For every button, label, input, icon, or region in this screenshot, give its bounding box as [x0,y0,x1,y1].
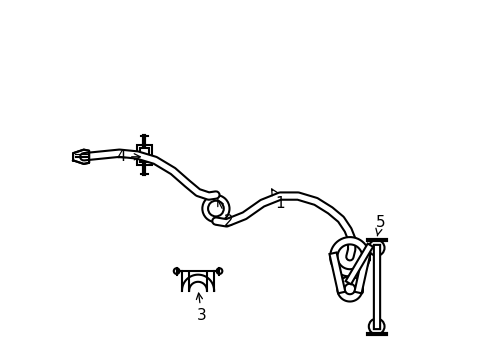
Text: 3: 3 [196,293,206,323]
Polygon shape [73,150,89,164]
Text: 5: 5 [375,215,384,236]
Text: 2: 2 [217,200,233,229]
Circle shape [202,195,229,222]
Circle shape [368,319,384,334]
Text: 4: 4 [116,149,140,164]
Circle shape [207,201,224,216]
FancyBboxPatch shape [137,145,151,165]
Circle shape [368,240,384,256]
Text: 1: 1 [271,189,285,211]
